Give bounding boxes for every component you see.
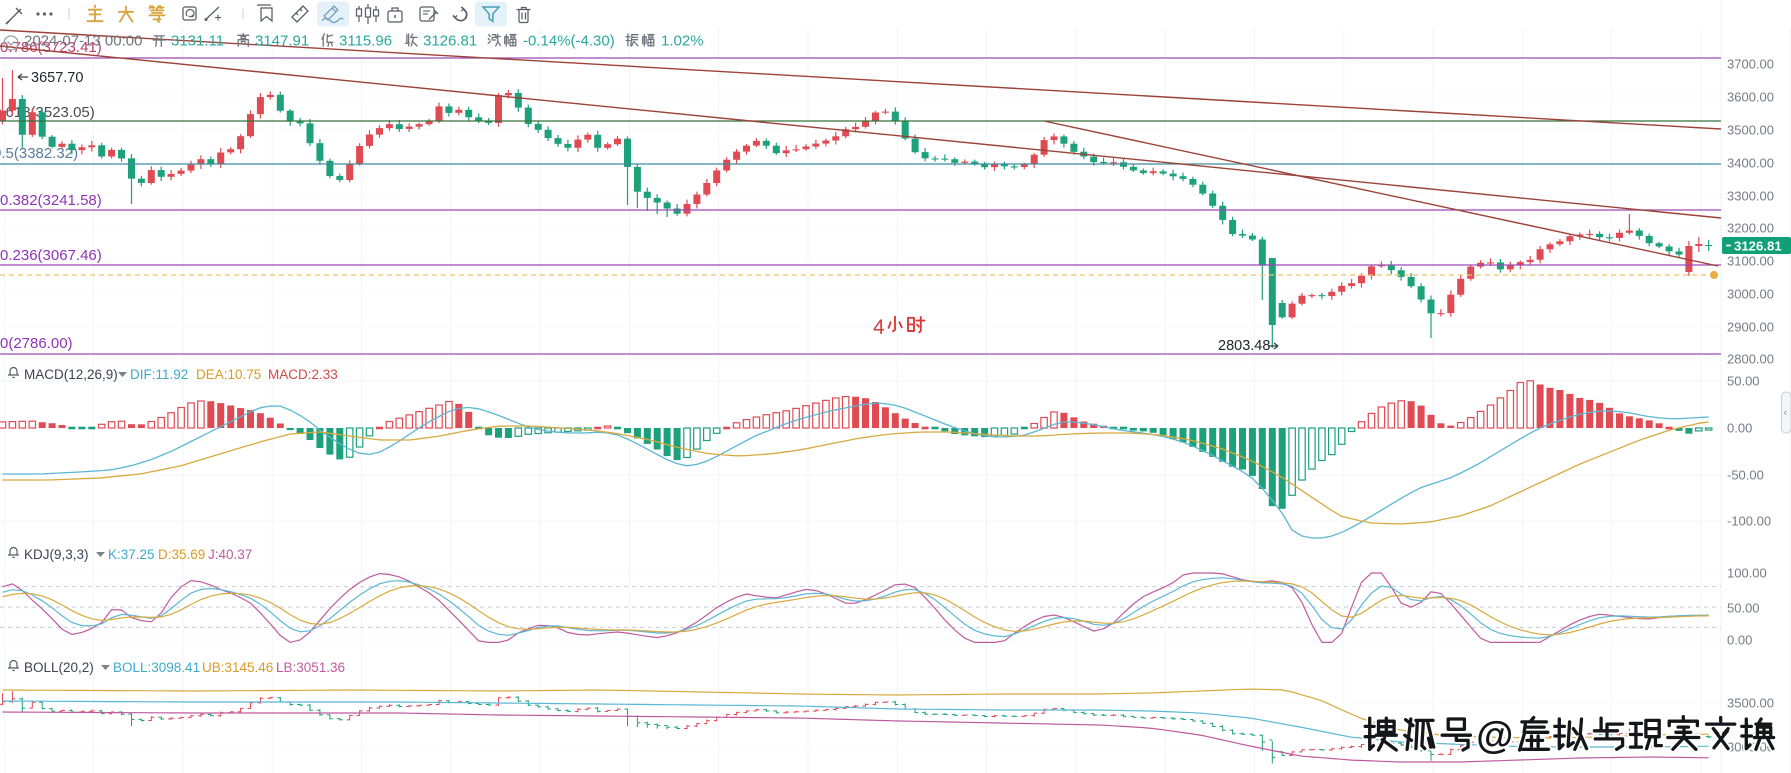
svg-text:2900.00: 2900.00 (1727, 320, 1774, 335)
svg-text:3131.11: 3131.11 (171, 33, 224, 50)
svg-text:J:40.37: J:40.37 (208, 547, 252, 562)
svg-text:3600.00: 3600.00 (1727, 90, 1774, 105)
svg-text:1.02%: 1.02% (661, 33, 704, 50)
svg-text:MACD(12,26,9): MACD(12,26,9) (24, 367, 118, 382)
svg-text:50.00: 50.00 (1727, 374, 1760, 389)
svg-text:0.382(3241.58): 0.382(3241.58) (0, 192, 102, 209)
svg-text:BOLL:3098.41: BOLL:3098.41 (113, 660, 200, 675)
svg-text:BOLL(20,2): BOLL(20,2) (24, 660, 94, 675)
svg-text:3147.91: 3147.91 (255, 33, 309, 50)
svg-text:-100.00: -100.00 (1727, 514, 1771, 529)
svg-text:0.786(3723.41): 0.786(3723.41) (0, 39, 102, 56)
svg-text:3500.00: 3500.00 (1727, 123, 1774, 138)
svg-text:K:37.25: K:37.25 (108, 547, 155, 562)
svg-text:3300.00: 3300.00 (1727, 189, 1774, 204)
svg-text:2800.00: 2800.00 (1727, 352, 1774, 367)
svg-text:0.5(3382.32): 0.5(3382.32) (0, 145, 78, 162)
svg-text:50.00: 50.00 (1727, 601, 1760, 616)
svg-text:4: 4 (873, 316, 885, 339)
svg-text:3126.81: 3126.81 (423, 33, 477, 50)
svg-text:3200.00: 3200.00 (1727, 221, 1774, 236)
svg-text:0.00: 0.00 (1727, 633, 1752, 648)
svg-text:-0.14%(-4.30): -0.14%(-4.30) (523, 33, 615, 50)
svg-text:3700.00: 3700.00 (1727, 57, 1774, 72)
svg-text:DEA:10.75: DEA:10.75 (196, 367, 261, 382)
svg-text:D:35.69: D:35.69 (158, 547, 205, 562)
svg-text:LB:3051.36: LB:3051.36 (276, 660, 345, 675)
svg-text:@: @ (1476, 715, 1513, 757)
svg-text:3000.00: 3000.00 (1727, 287, 1774, 302)
svg-text:3115.96: 3115.96 (339, 33, 392, 50)
svg-text:3657.70: 3657.70 (31, 70, 83, 86)
svg-text:2803.48: 2803.48 (1218, 338, 1270, 354)
svg-text:3100.00: 3100.00 (1727, 254, 1774, 269)
svg-text:KDJ(9,3,3): KDJ(9,3,3) (24, 547, 89, 562)
svg-text:UB:3145.46: UB:3145.46 (202, 660, 273, 675)
svg-text:100.00: 100.00 (1727, 566, 1767, 581)
svg-text:DIF:11.92: DIF:11.92 (130, 367, 188, 382)
svg-text:0(2786.00): 0(2786.00) (0, 335, 73, 352)
svg-text:3500.00: 3500.00 (1727, 696, 1774, 711)
svg-text:‹: ‹ (1784, 407, 1788, 419)
svg-text:3400.00: 3400.00 (1727, 156, 1774, 171)
svg-text:0.236(3067.46): 0.236(3067.46) (0, 247, 102, 264)
svg-text:MACD:2.33: MACD:2.33 (268, 367, 338, 382)
svg-text:0.00: 0.00 (1727, 421, 1752, 436)
svg-text:3126.81: 3126.81 (1734, 239, 1782, 254)
svg-text:-50.00: -50.00 (1727, 468, 1764, 483)
svg-text:2024-07-13 00:00: 2024-07-13 00:00 (24, 33, 142, 50)
